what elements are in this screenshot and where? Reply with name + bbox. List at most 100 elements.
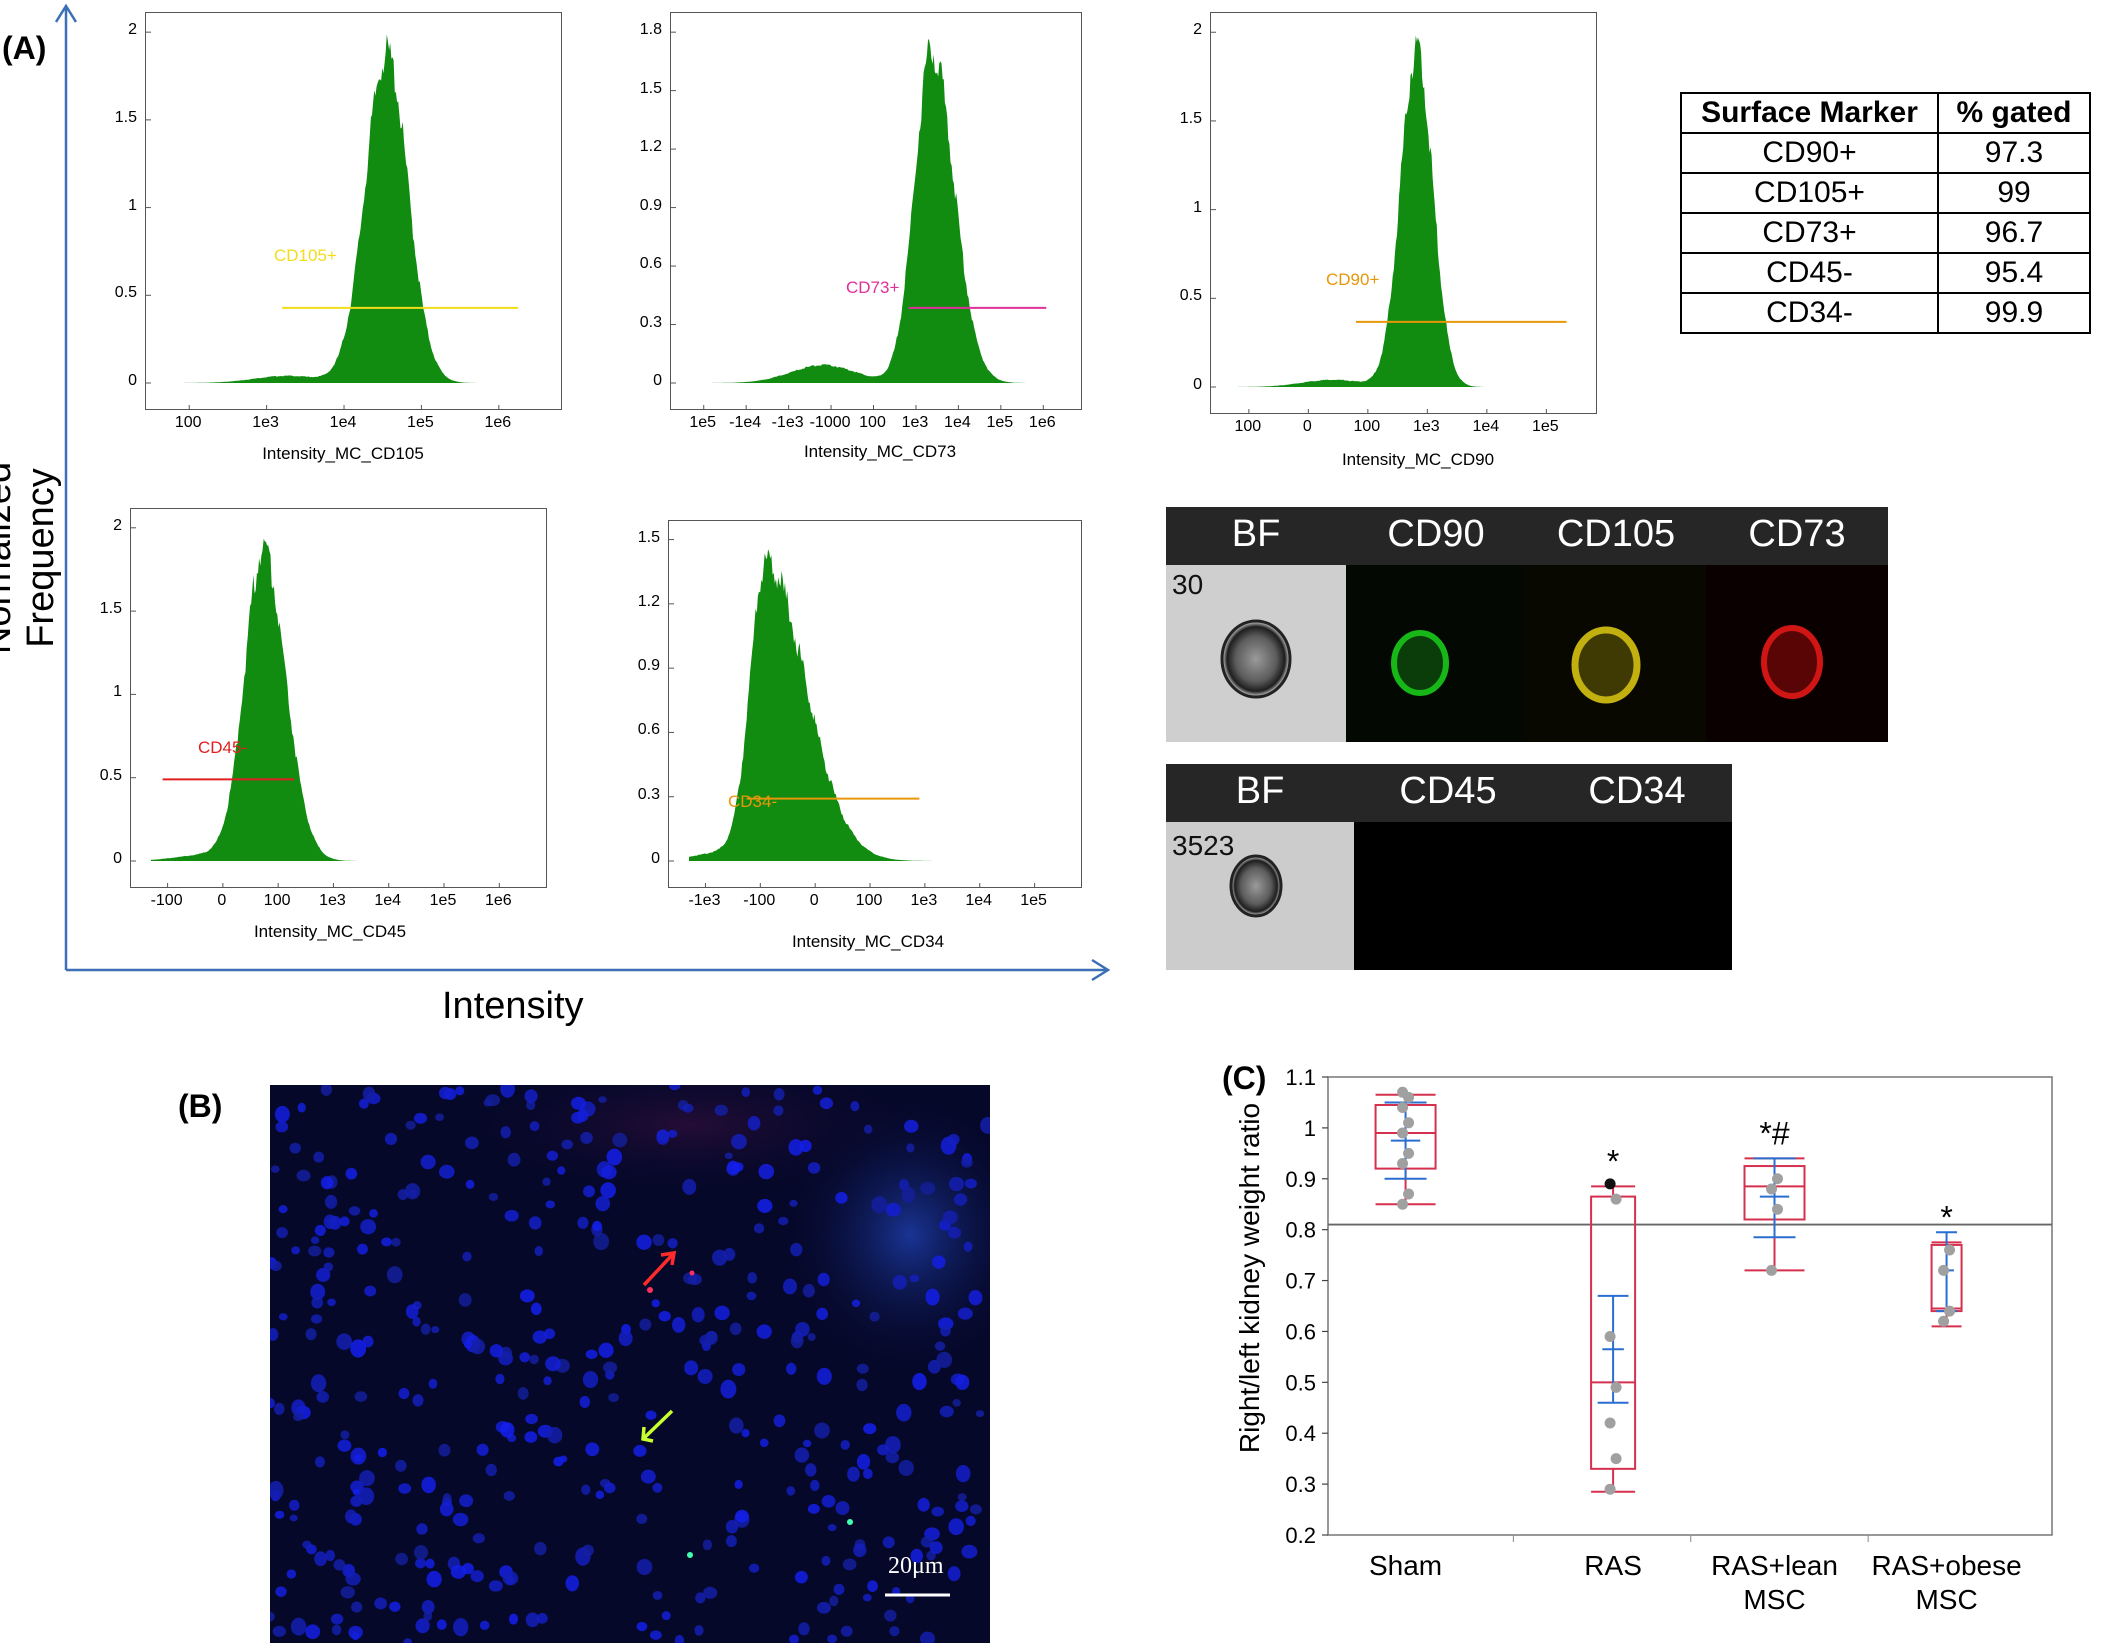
imaging-strip-positive: BF CD90 CD105 CD73 30 [1166, 507, 1888, 742]
ytick-cd45: 2 [113, 516, 122, 534]
data-point [1938, 1315, 1950, 1327]
table-cell: CD34- [1680, 292, 1939, 334]
xtick-cd73: -1e3 [771, 414, 804, 431]
ytick-cd73: 0 [653, 372, 662, 389]
xtick-cd73: 1e4 [944, 414, 971, 431]
histogram-cd105-plot [146, 31, 553, 410]
ytick-label: 0.8 [1285, 1218, 1316, 1243]
ytick-cd73: 1.8 [639, 21, 662, 39]
table-header-marker: Surface Marker [1680, 92, 1939, 134]
xtick-cd73: 1e3 [901, 414, 929, 431]
ytick-label: 0.6 [1285, 1319, 1316, 1344]
data-point [1938, 1264, 1950, 1276]
table-cell: CD90+ [1680, 132, 1939, 174]
y-axis-title: Normalized Frequency [0, 461, 62, 655]
table-row: CD73+ 96.7 [1680, 212, 2091, 254]
xtick-cd105: 100 [174, 414, 202, 431]
xtick-cd34: 0 [809, 892, 819, 909]
gate-label-cd105: CD105+ [274, 246, 337, 265]
ytick-cd73: 0.3 [639, 313, 662, 331]
xtick-cd73: 1e6 [1028, 414, 1056, 431]
plot-frame [1327, 1076, 2053, 1536]
ytick-label: 0.9 [1285, 1167, 1316, 1192]
xtick-cd105: 1e6 [484, 414, 512, 431]
xtick-cd45: 1e4 [374, 892, 402, 909]
xtick-cd90: 1e5 [1531, 418, 1559, 435]
table-cell: CD105+ [1680, 172, 1939, 214]
ytick-cd34: 1.5 [637, 528, 660, 546]
data-point [1397, 1127, 1409, 1139]
xtick-cd90: 1e3 [1412, 418, 1440, 435]
histogram-cd90-bars [1231, 35, 1588, 388]
table-row: CD34- 99.9 [1680, 292, 2091, 334]
ytick-cd73: 0.9 [639, 196, 662, 214]
ytick-cd34: 0 [651, 850, 660, 867]
xtick-cd34: 1e4 [965, 892, 993, 909]
category-label: RAS+obese MSC [1871, 1550, 2021, 1615]
data-point [1397, 1198, 1409, 1210]
panel-c-label: (C) [1222, 1060, 1267, 1096]
strip1-cell-images [1166, 565, 1888, 742]
strip1-cell-count: 30 [1172, 569, 1204, 600]
data-point [1403, 1117, 1415, 1129]
xtick-cd90: 0 [1302, 418, 1312, 435]
kidney-weight-boxplot: 0.2 0.3 0.4 0.5 0.6 0.7 0.8 0.9 1 1.1 Sham * RAS *# RA… [1285, 1065, 2053, 1615]
xtick-cd45: 1e6 [484, 892, 512, 909]
significance-annotation: * [1940, 1199, 1952, 1235]
fluorescence-micrograph: 20μm [270, 1085, 990, 1643]
xlabel-cd73: Intensity_MC_CD73 [803, 442, 957, 461]
gate-label-cd45: CD45- [198, 738, 248, 757]
table-cell: 99 [1937, 172, 2091, 214]
ytick-cd45: 1.5 [99, 600, 122, 618]
ytick-cd34: 0.9 [637, 657, 660, 675]
xtick-cd34: 1e5 [1020, 892, 1047, 909]
strip1-header-cd105: CD105 [1556, 513, 1676, 555]
table-row: CD45- 95.4 [1680, 252, 2091, 294]
ytick-cd90: 1 [1193, 198, 1202, 216]
histogram-cd90 [1210, 12, 1597, 414]
significance-annotation: *# [1759, 1115, 1789, 1151]
data-point [1944, 1244, 1956, 1256]
table-cell: CD73+ [1680, 212, 1939, 254]
ytick-cd105: 1.5 [114, 108, 137, 126]
histogram-cd73-plot [671, 31, 1073, 410]
ytick-label: 0.7 [1285, 1269, 1316, 1294]
xtick-cd73: 100 [859, 414, 886, 431]
x-axis-title: Intensity [442, 985, 584, 1027]
ytick-cd73: 1.5 [639, 79, 662, 97]
gate-label-cd90: CD90+ [1326, 270, 1380, 289]
strip2-header-bf: BF [1235, 770, 1285, 812]
gate-label-cd34: CD34- [728, 792, 778, 811]
ytick-cd45: 1 [113, 683, 122, 701]
imaging-strip-negative: BF CD45 CD34 3523 [1166, 764, 1732, 970]
xtick-cd73: 1e5 [986, 414, 1014, 431]
ytick-cd90: 2 [1193, 21, 1202, 39]
strip2-cell-count: 3523 [1172, 830, 1235, 861]
data-point [1604, 1483, 1616, 1495]
table-row: CD105+ 99 [1680, 172, 2091, 214]
xtick-cd73: -1000 [809, 414, 851, 431]
histogram-cd90-plot [1211, 31, 1588, 414]
xlabel-cd45: Intensity_MC_CD45 [253, 922, 407, 941]
histogram-cd45-plot [131, 527, 538, 888]
category-label: RAS [1584, 1550, 1642, 1581]
box-group [1374, 1086, 1437, 1210]
ytick-cd105: 2 [128, 21, 137, 39]
category-label: RAS+lean MSC [1711, 1550, 1838, 1615]
box-group: *# [1743, 1115, 1806, 1276]
ytick-label: 0.4 [1285, 1421, 1316, 1446]
ytick-cd90: 0 [1193, 376, 1202, 393]
xlabel-cd105: Intensity_MC_CD105 [262, 444, 424, 463]
xtick-cd45: -100 [150, 892, 183, 909]
xtick-cd45: 1e3 [319, 892, 346, 909]
data-point [1944, 1305, 1956, 1317]
gate-label-cd73: CD73+ [846, 278, 900, 297]
data-point [1397, 1158, 1409, 1170]
ytick-cd34: 0.6 [637, 721, 660, 739]
ytick-label: 0.2 [1285, 1523, 1316, 1548]
xtick-cd105: 1e5 [407, 414, 434, 431]
histogram-cd34-plot [669, 539, 1073, 888]
data-point [1610, 1193, 1622, 1205]
data-point [1403, 1188, 1415, 1200]
strip2-header-cd34: CD34 [1588, 770, 1686, 812]
